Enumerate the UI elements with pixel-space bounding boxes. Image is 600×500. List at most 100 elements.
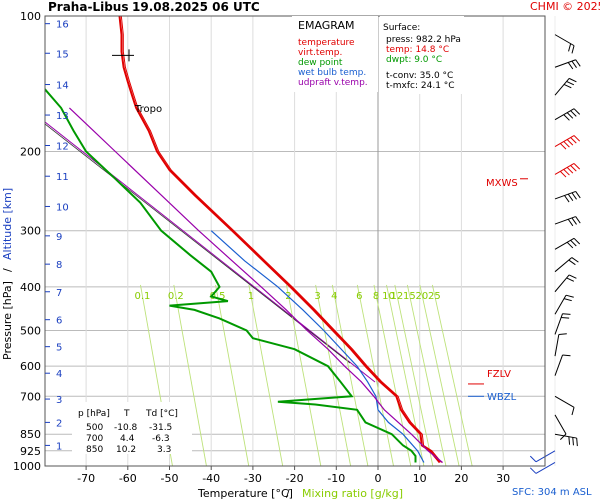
pressure-tick-label: 850 <box>20 428 41 441</box>
wind-barb-feather <box>576 438 578 447</box>
wind-barb-staff <box>554 334 560 357</box>
table-header-td: Td [°C] <box>145 409 178 419</box>
wind-barb-feather <box>566 112 574 119</box>
wind-barb-feather <box>568 43 572 52</box>
wind-barb-staff <box>554 354 563 376</box>
wind-barb-feather <box>566 80 575 86</box>
table-row: 700 4.4 -6.3 <box>86 434 170 444</box>
x-axis-separator: / <box>286 487 290 500</box>
mixing-ratio-line <box>248 284 284 466</box>
wind-barb-feather <box>567 193 574 201</box>
pressure-tick-label: 400 <box>20 281 41 294</box>
wind-barb-staff <box>554 216 576 225</box>
altitude-tick-label: 6 <box>56 316 62 327</box>
wind-barb-feather <box>568 77 577 83</box>
surface-box <box>380 16 464 94</box>
wind-barb-feather <box>563 141 570 148</box>
wind-barb-staff <box>554 414 567 435</box>
wind-barb <box>554 190 581 203</box>
pressure-tick-label: 300 <box>20 225 41 238</box>
y-axis-title: Pressure [hPa] <box>1 281 14 360</box>
wind-barb-feather <box>561 316 570 319</box>
wind-barb-feather <box>566 167 574 174</box>
legend-dew-point: dew point <box>298 58 343 68</box>
wind-barb <box>529 450 556 463</box>
station-title: Praha-Libus <box>48 0 128 14</box>
pressure-tick-label: 200 <box>20 145 41 158</box>
mixing-ratio-label: 20 <box>416 291 429 302</box>
temperature-tick-label: -60 <box>119 472 137 485</box>
wind-barb-feather <box>563 298 572 302</box>
wind-barb-staff <box>554 237 575 250</box>
temperature-tick-label: -10 <box>327 472 345 485</box>
wind-barb-feather <box>567 62 574 70</box>
wind-barb-staff <box>554 135 575 147</box>
mxws-label: MXWS <box>486 178 518 189</box>
pressure-tick-label: 500 <box>20 325 41 338</box>
grid-layer <box>45 16 545 466</box>
altitude-tick-label: 11 <box>56 172 69 183</box>
sfc-label: SFC: 304 m ASL <box>512 487 592 498</box>
x-axis-title-mixing: Mixing ratio [g/kg] <box>302 487 403 500</box>
temperature-tick-label: 20 <box>454 472 468 485</box>
wind-barb <box>554 313 571 335</box>
altitude-tick-label: 5 <box>56 343 62 354</box>
wind-barb-staff <box>554 78 570 96</box>
wind-barb <box>529 462 556 474</box>
wind-barb-feather <box>562 354 571 357</box>
wind-barb-staff <box>554 274 570 293</box>
temperature-tick-label: -50 <box>161 472 179 485</box>
wind-barb-feather <box>562 313 571 315</box>
mixing-ratio-label: 0.5 <box>210 291 226 302</box>
table-row: 850 10.2 3.3 <box>86 445 171 455</box>
wind-barb <box>554 237 581 250</box>
altitude-tick-label: 13 <box>56 111 69 122</box>
wind-barb <box>554 433 578 447</box>
wind-barb-feather <box>566 139 574 146</box>
wind-barb-feather <box>563 114 570 121</box>
y-axis-title-altitude: Altitude [km] <box>1 188 14 260</box>
temperature-tick-label: -30 <box>244 472 262 485</box>
wind-barb-staff <box>554 294 567 315</box>
surface-title: Surface: <box>383 23 420 33</box>
wind-barb-staff <box>554 257 573 273</box>
table-row: 500 -10.8 -31.5 <box>86 423 172 433</box>
mixing-ratio-line <box>406 284 447 466</box>
mixing-ratio-label: 10 <box>382 291 395 302</box>
y-axis-title-group: Pressure [hPa] / Altitude [km] <box>1 188 14 360</box>
wind-barb-feather <box>566 241 574 249</box>
wind-barbs <box>529 16 581 474</box>
mixing-ratio-label: 1 <box>248 291 254 302</box>
wind-barb <box>554 395 575 416</box>
table-cell: 500 <box>86 423 103 433</box>
mixing-ratio-line <box>431 284 473 466</box>
altitude-tick-label: 2 <box>56 418 62 429</box>
altitude-tick-label: 8 <box>56 260 62 271</box>
level-markers <box>468 178 528 397</box>
altitude-tick-label: 4 <box>56 369 62 380</box>
mixing-ratio-line <box>331 284 369 466</box>
wind-barb-feather <box>567 218 574 227</box>
legend-box <box>292 16 378 92</box>
wind-barb <box>554 108 581 121</box>
mixing-ratio-line <box>215 284 250 466</box>
altitude-tick-label: 9 <box>56 232 62 243</box>
series-line-dew-point <box>45 87 417 463</box>
wind-barb-feather <box>570 239 577 247</box>
wind-barb-feather <box>575 191 581 199</box>
wind-barb-feather <box>568 436 571 445</box>
pressure-tick-label: 100 <box>20 10 41 23</box>
mixing-ratio-label: 0.2 <box>168 291 184 302</box>
table-cell: 4.4 <box>120 434 135 444</box>
table-cell: 850 <box>86 445 103 455</box>
wind-barb-feather <box>564 195 570 203</box>
altitude-tick-label: 7 <box>56 288 62 299</box>
altitude-tick-label: 3 <box>56 395 62 406</box>
sounding-time: 19.08.2025 06 UTC <box>132 0 260 14</box>
wind-barb <box>554 59 581 70</box>
wind-barb-feather <box>566 277 575 282</box>
wind-barb-feather <box>570 165 577 172</box>
wind-barb <box>554 354 571 376</box>
wind-barb-feather <box>571 60 577 68</box>
